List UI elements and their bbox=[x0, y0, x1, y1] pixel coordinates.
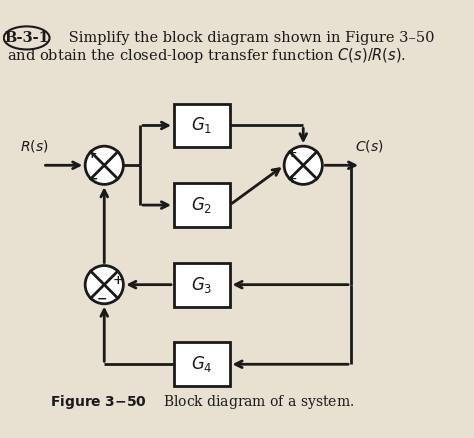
Text: $G_4$: $G_4$ bbox=[191, 354, 212, 374]
Text: $C(s)$: $C(s)$ bbox=[355, 138, 383, 154]
Text: $G_3$: $G_3$ bbox=[191, 275, 212, 295]
Circle shape bbox=[85, 265, 123, 304]
Bar bbox=[174, 104, 229, 147]
Text: $\mathbf{Figure\ 3{-}50}$    Block diagram of a system.: $\mathbf{Figure\ 3{-}50}$ Block diagram … bbox=[50, 393, 354, 411]
Circle shape bbox=[284, 146, 322, 184]
Text: $G_1$: $G_1$ bbox=[191, 116, 212, 135]
Text: +: + bbox=[87, 148, 98, 161]
Circle shape bbox=[85, 146, 123, 184]
Text: and obtain the closed-loop transfer function $C(s)/R(s)$.: and obtain the closed-loop transfer func… bbox=[7, 46, 406, 65]
Text: $G_2$: $G_2$ bbox=[191, 195, 212, 215]
Text: +: + bbox=[113, 274, 123, 287]
Text: −: − bbox=[97, 293, 108, 305]
Text: $R(s)$: $R(s)$ bbox=[20, 138, 49, 154]
Bar bbox=[174, 183, 229, 227]
Bar bbox=[174, 263, 229, 307]
Text: +: + bbox=[286, 147, 297, 160]
Text: −: − bbox=[88, 173, 98, 186]
Text: Simplify the block diagram shown in Figure 3–50: Simplify the block diagram shown in Figu… bbox=[64, 31, 435, 45]
Text: B-3-1: B-3-1 bbox=[4, 31, 49, 45]
Bar bbox=[174, 343, 229, 386]
Text: +: + bbox=[286, 173, 297, 186]
